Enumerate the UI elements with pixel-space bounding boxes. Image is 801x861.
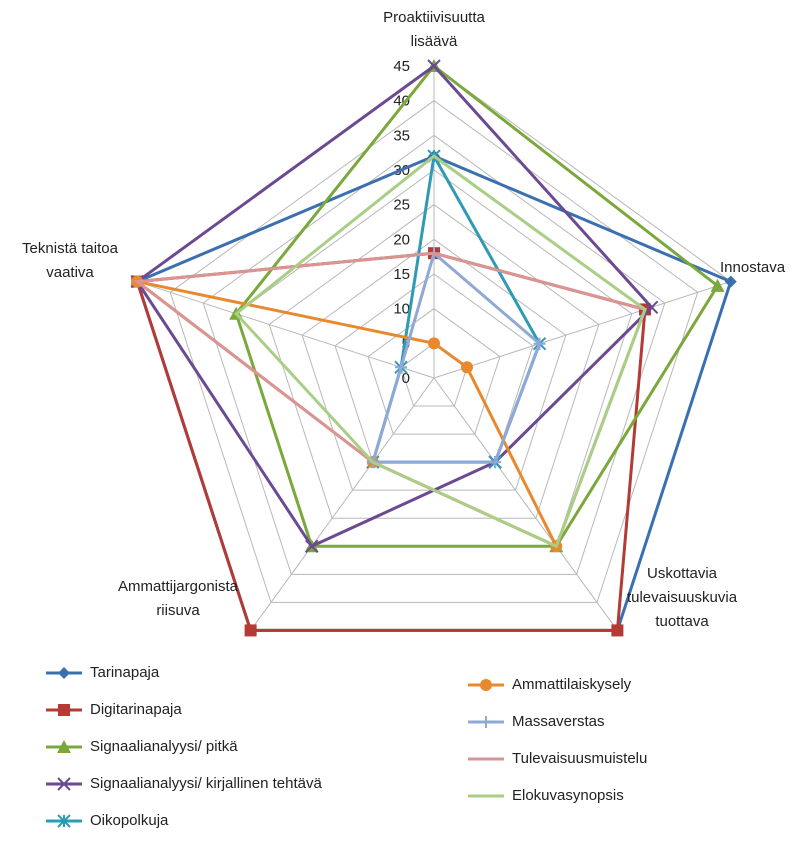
tick-label: 0	[402, 370, 410, 387]
axis-label: tulevaisuuskuvia	[627, 589, 738, 606]
axis-spoke	[137, 281, 435, 379]
series-elokuvasynopsis	[233, 154, 647, 549]
radar-series	[130, 59, 737, 637]
axis-label: Innostava	[720, 259, 786, 276]
legend-swatch	[46, 667, 82, 679]
data-point-marker	[480, 679, 492, 691]
legend-swatch	[46, 740, 82, 753]
data-point-marker	[724, 275, 737, 288]
data-point-marker	[460, 361, 473, 374]
legend-swatch	[468, 679, 504, 691]
legend-swatch	[468, 716, 504, 728]
axis-label: Ammattijargonista	[118, 578, 239, 595]
tick-label: 15	[393, 266, 410, 283]
grid-ring	[268, 204, 600, 519]
series-ammattilaiskysely	[131, 275, 563, 553]
legend-swatch	[46, 704, 82, 716]
legend-label: Signaalianalyysi/ pitkä	[90, 738, 238, 755]
legend-label: Tulevaisuusmuistelu	[512, 750, 648, 767]
data-point-marker	[58, 704, 70, 716]
tick-label: 40	[393, 93, 410, 110]
data-point-marker	[57, 777, 71, 791]
axis-spoke	[433, 281, 731, 379]
legend-swatch	[46, 814, 82, 828]
axis-labels: Proaktiivisuutta lisäävä Innostava Uskottav…	[22, 9, 786, 630]
tick-label: 20	[393, 231, 410, 248]
grid-ring	[169, 100, 699, 603]
data-point-marker	[489, 456, 502, 469]
grid-ring	[367, 308, 501, 435]
series-massaverstas	[366, 247, 546, 469]
tick-label: 35	[393, 127, 410, 144]
data-point-marker	[710, 278, 725, 292]
axis-spoke	[433, 377, 618, 631]
axis-label: vaativa	[46, 264, 94, 281]
series-line	[370, 250, 542, 464]
axis-label: tuottava	[655, 613, 709, 630]
grid-ring	[202, 134, 666, 575]
series-line	[233, 154, 647, 549]
axis-label: lisäävä	[411, 33, 458, 50]
tick-label: 45	[393, 58, 410, 75]
data-point-marker	[428, 337, 440, 350]
legend-swatch	[468, 757, 504, 761]
tick-label: 10	[393, 301, 410, 318]
data-point-marker	[305, 539, 319, 553]
series-line	[135, 63, 654, 549]
axis-label: Teknistä taitoa	[22, 240, 119, 257]
legend-label: Digitarinapaja	[90, 701, 182, 718]
axis-label: Uskottavia	[647, 565, 718, 582]
data-point-marker	[395, 361, 408, 374]
data-point-marker	[480, 716, 492, 728]
data-point-marker	[533, 337, 546, 350]
legend-label: Ammattilaiskysely	[512, 676, 632, 693]
legend-label: Oikopolkuja	[90, 812, 169, 829]
series-line	[136, 280, 560, 550]
series-line	[234, 63, 720, 548]
data-point-marker	[58, 667, 70, 679]
legend-label: Elokuvasynopsis	[512, 787, 624, 804]
legend-swatch	[46, 777, 82, 791]
data-point-marker	[611, 624, 624, 637]
legend-label: Massaverstas	[512, 713, 605, 730]
axis-label: Proaktiivisuutta	[383, 9, 485, 26]
legend-swatch	[468, 794, 504, 798]
data-point-marker	[644, 300, 659, 315]
legend-label: Signaalianalyysi/ kirjallinen tehtävä	[90, 775, 322, 792]
axis-label: riisuva	[156, 602, 200, 619]
data-point-marker	[244, 624, 257, 637]
axis-spoke	[250, 377, 435, 631]
legend-label: Tarinapaja	[90, 664, 160, 681]
data-point-marker	[57, 740, 71, 753]
data-point-marker	[427, 59, 441, 73]
tick-label: 25	[393, 197, 410, 214]
data-point-marker	[57, 814, 71, 828]
